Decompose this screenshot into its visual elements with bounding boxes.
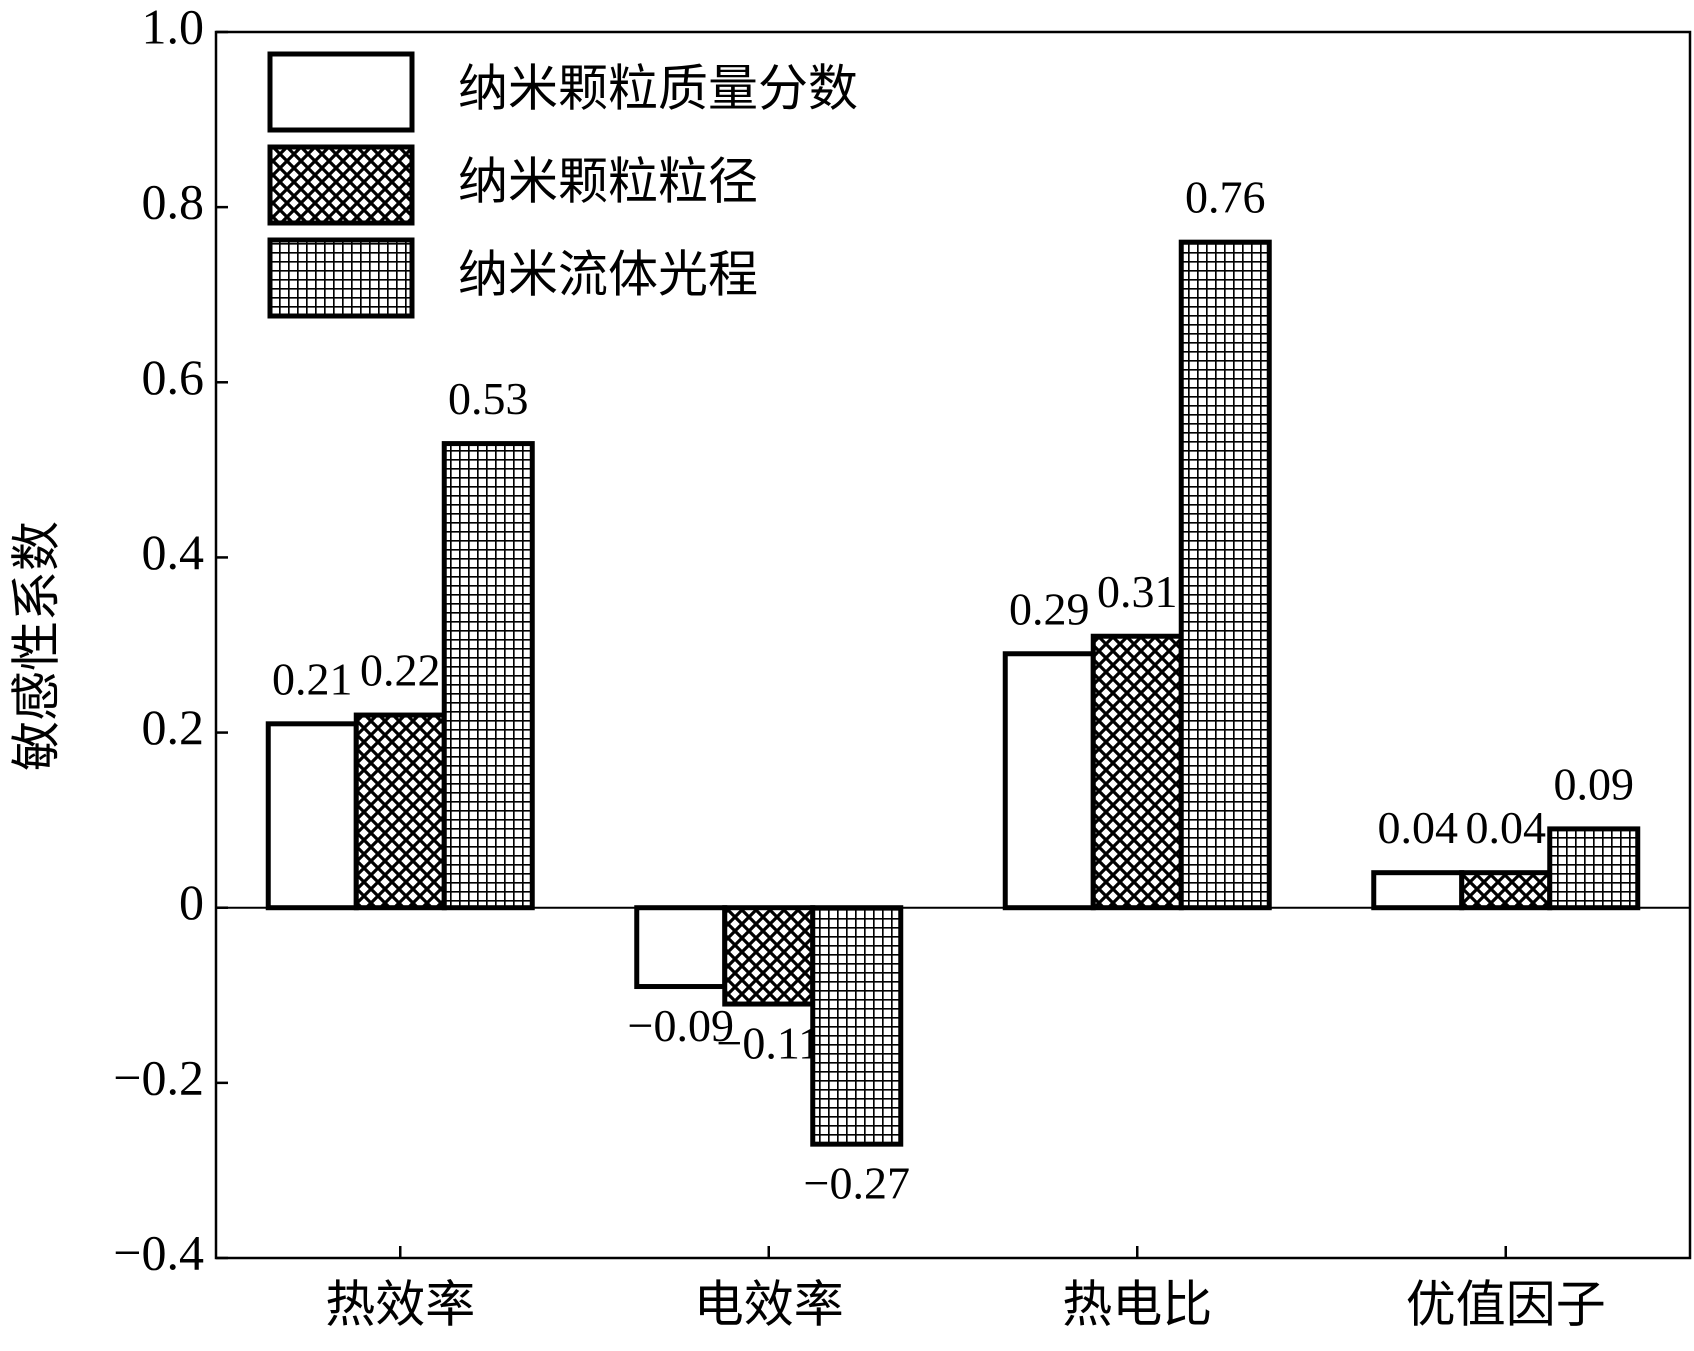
x-tick-label: 热电比: [1062, 1276, 1212, 1332]
legend-swatch: [267, 51, 415, 133]
bar: [1178, 239, 1272, 911]
y-axis-label: 敏感性系数: [8, 521, 64, 771]
value-label: −0.09: [628, 1000, 734, 1051]
bar: [810, 905, 904, 1147]
value-label: 0.09: [1554, 758, 1635, 809]
bar: [441, 441, 535, 911]
legend-swatch: [267, 237, 415, 319]
value-label: 0.21: [272, 653, 353, 704]
y-tick-label: −0.4: [113, 1224, 204, 1280]
bar: [722, 905, 816, 1007]
value-label: 0.53: [448, 373, 529, 424]
value-label: 0.29: [1009, 583, 1090, 634]
bar: [353, 712, 447, 911]
value-label: 0.04: [1378, 802, 1459, 853]
bar: [1002, 651, 1096, 911]
bar: [1547, 826, 1641, 911]
x-tick-label: 热效率: [325, 1276, 475, 1332]
y-tick-label: 1.0: [142, 0, 205, 54]
bar: [634, 905, 728, 990]
y-tick-label: 0.6: [142, 349, 205, 405]
value-label: 0.04: [1466, 802, 1547, 853]
legend-swatch: [267, 144, 415, 226]
y-tick-label: 0.2: [142, 699, 205, 755]
value-label: −0.11: [716, 1018, 821, 1069]
y-tick-label: 0.8: [142, 174, 205, 230]
legend-label: 纳米流体光程: [458, 246, 758, 302]
x-tick-label: 电效率: [694, 1276, 844, 1332]
legend-label: 纳米颗粒粒径: [458, 153, 758, 209]
y-tick-label: 0: [179, 874, 204, 930]
legend-label: 纳米颗粒质量分数: [458, 60, 858, 116]
x-tick-label: 优值因子: [1406, 1276, 1606, 1332]
bar: [265, 721, 359, 911]
value-label: 0.22: [360, 645, 441, 696]
value-label: 0.31: [1097, 566, 1178, 617]
value-label: 0.76: [1185, 172, 1266, 223]
plot-frame: [214, 30, 1692, 1260]
y-tick-label: 0.4: [142, 524, 205, 580]
bar: [1371, 870, 1465, 911]
bar: [1459, 870, 1553, 911]
y-tick-label: −0.2: [113, 1049, 204, 1105]
bar: [1090, 633, 1184, 911]
value-label: −0.27: [804, 1158, 910, 1209]
